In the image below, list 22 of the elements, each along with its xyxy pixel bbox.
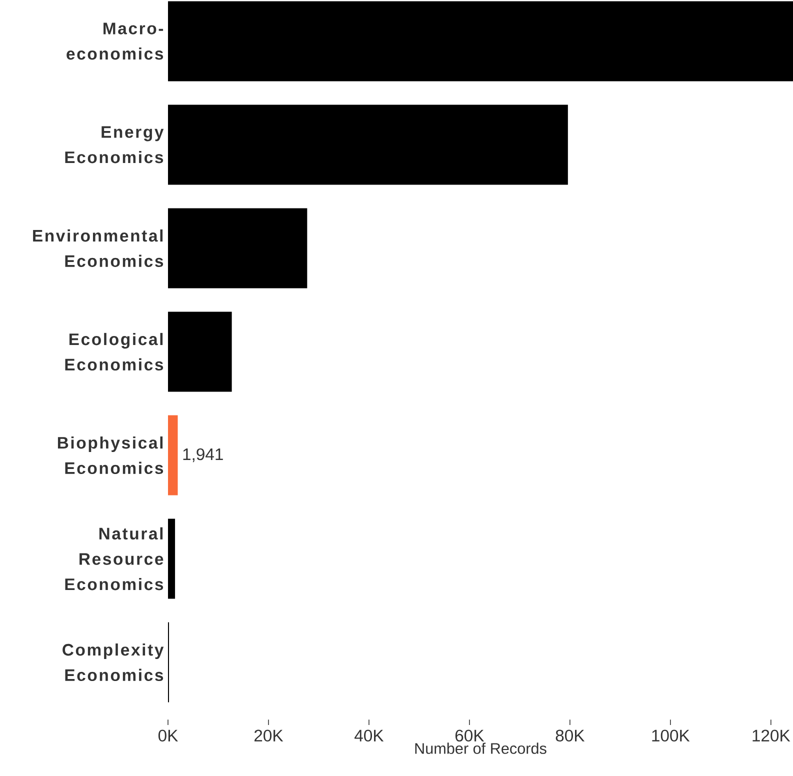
bar [168, 208, 308, 288]
y-tick-label: Macro-economics [66, 22, 164, 60]
y-tick-label: Complexity Economics [62, 643, 164, 682]
x-tick-label: 20K [254, 730, 284, 742]
y-tick-label: Ecological Economics [65, 332, 164, 371]
x-tick-label: 120K [752, 730, 790, 742]
y-tick-label: Natural Resource Economics [65, 527, 164, 590]
x-tick-label: 100K [652, 730, 690, 742]
data-label: 1,941 [183, 448, 223, 462]
y-tick-label: Environmental Economics [33, 229, 164, 268]
x-tick-label: 40K [354, 730, 384, 742]
bar [168, 1, 793, 82]
bar [168, 104, 568, 185]
y-tick-label: Biophysical Economics [58, 436, 164, 474]
bar [168, 312, 232, 392]
x-tick-label: 60K [455, 730, 484, 742]
y-tick-label: Energy Economics [65, 126, 164, 164]
bar [168, 415, 178, 496]
x-tick-label: 0K [158, 730, 178, 742]
bar [168, 518, 176, 599]
x-tick-label: 80K [556, 730, 585, 742]
x-axis-title: Number of Records [415, 742, 546, 754]
